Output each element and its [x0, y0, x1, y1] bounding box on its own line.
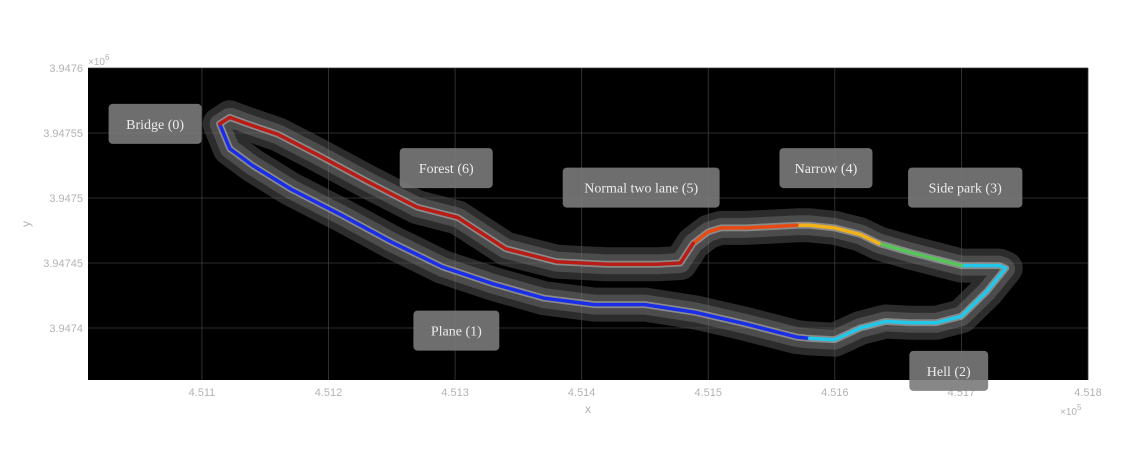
axis-ticks: 4.511 4.512 4.513 4.514 4.515 4.516 4.517 4.518…: [43, 63, 1102, 399]
region-label-box: [108, 103, 202, 144]
x-tick-label: 4.518: [1074, 387, 1102, 399]
x-tick-label: 4.514: [568, 387, 596, 399]
region-label: Plane (1): [413, 310, 500, 351]
region-label-text: Forest (6): [419, 162, 474, 177]
x-axis-multiplier: ×105: [1060, 403, 1082, 418]
region-label: Hell (2): [909, 350, 989, 391]
y-axis-label: y: [19, 221, 33, 227]
y-axis-multiplier: ×106: [88, 53, 110, 68]
x-tick-label: 4.513: [441, 387, 469, 399]
region-label-box: [779, 148, 873, 189]
region-label-text: Hell (2): [927, 365, 971, 380]
y-tick-label: 3.9475: [49, 193, 83, 205]
trajectory-series: [217, 115, 1008, 342]
region-label-box: [908, 167, 1023, 208]
trajectory-segment: [807, 263, 1008, 342]
region-label: Side park (3): [908, 167, 1023, 208]
region-label: Normal two lane (5): [562, 167, 720, 208]
x-tick-label: 4.515: [694, 387, 722, 399]
region-label-box: [399, 148, 493, 189]
x-tick-label: 4.511: [189, 387, 216, 399]
region-label-text: Normal two lane (5): [584, 182, 698, 197]
trajectory-segment: [877, 241, 964, 268]
trajectory-segment: [795, 223, 881, 246]
region-label-box: [909, 350, 989, 391]
region-label-text: Narrow (4): [795, 162, 858, 177]
trajectory-segment: [691, 223, 799, 246]
region-annotations: Bridge (0) Forest (6) Normal two lane (5) N…: [108, 103, 1023, 391]
trajectory-segment: [217, 115, 695, 267]
y-tick-label: 3.94745: [43, 258, 83, 270]
region-label: Narrow (4): [779, 148, 873, 189]
y-tick-label: 3.94755: [43, 128, 83, 140]
trajectory-segment: [217, 122, 812, 341]
y-tick-label: 3.9474: [49, 323, 83, 335]
region-label-box: [562, 167, 720, 208]
x-tick-label: 4.512: [315, 387, 343, 399]
region-label-box: [413, 310, 500, 351]
region-label: Forest (6): [399, 148, 493, 189]
region-label-text: Side park (3): [929, 182, 1002, 197]
region-label-text: Bridge (0): [126, 118, 184, 133]
region-label-text: Plane (1): [431, 325, 482, 340]
region-label: Bridge (0): [108, 103, 202, 144]
x-tick-label: 4.516: [821, 387, 849, 399]
x-axis-label: x: [585, 402, 591, 416]
y-tick-label: 3.9476: [49, 63, 83, 75]
